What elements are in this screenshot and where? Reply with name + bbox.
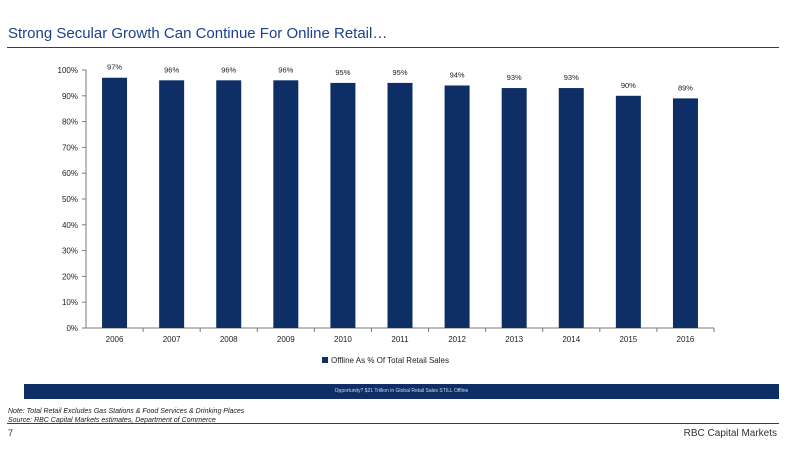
bar: [102, 77, 128, 329]
x-tick-label: 2012: [448, 335, 466, 344]
x-tick-label: 2010: [334, 335, 352, 344]
y-tick-label: 100%: [58, 66, 78, 75]
y-tick-label: 0%: [66, 324, 78, 333]
data-label: 93%: [564, 73, 579, 82]
data-label: 94%: [450, 70, 465, 79]
page-number: 7: [8, 428, 14, 438]
y-tick-label: 40%: [62, 221, 78, 230]
title-divider: [7, 47, 779, 48]
y-tick-label: 20%: [62, 272, 78, 281]
y-tick-label: 90%: [62, 92, 78, 101]
bar: [387, 82, 413, 329]
y-tick-label: 60%: [62, 169, 78, 178]
x-tick-label: 2016: [677, 335, 695, 344]
y-tick-label: 50%: [62, 195, 78, 204]
bar-chart: 0% 10% 20% 30% 40% 50% 60% 70% 80% 90% 100% 97% 2006…: [58, 63, 715, 365]
data-label: 95%: [335, 68, 350, 77]
bar: [501, 88, 527, 328]
bar: [558, 88, 584, 328]
footnotes: Note: Total Retail Excludes Gas Stations…: [8, 407, 244, 425]
bar: [444, 85, 470, 328]
data-label: 93%: [507, 73, 522, 82]
x-tick-label: 2013: [505, 335, 523, 344]
data-label: 89%: [678, 83, 693, 92]
x-tick-label: 2014: [562, 335, 580, 344]
data-label: 97%: [107, 63, 122, 72]
data-label: 90%: [621, 81, 636, 90]
x-tick-label: 2009: [277, 335, 295, 344]
data-label: 96%: [164, 65, 179, 74]
legend-label: Offline As % Of Total Retail Sales: [331, 356, 449, 365]
banner: Opportunity? $21 Trillion in Global Reta…: [24, 384, 779, 399]
footer-divider: [7, 423, 779, 424]
data-label: 95%: [392, 68, 407, 77]
y-tick-label: 30%: [62, 247, 78, 256]
bar: [672, 98, 698, 328]
x-tick-label: 2011: [391, 335, 409, 344]
data-label: 96%: [278, 65, 293, 74]
bar: [159, 80, 185, 328]
slide-title: Strong Secular Growth Can Continue For O…: [8, 25, 388, 42]
bar: [330, 82, 356, 329]
x-tick-label: 2006: [106, 335, 124, 344]
legend-swatch: [322, 357, 328, 363]
x-tick-label: 2007: [163, 335, 181, 344]
y-tick-label: 10%: [62, 298, 78, 307]
x-tick-label: 2015: [619, 335, 637, 344]
brand-name: RBC Capital Markets: [683, 428, 777, 439]
footnote-note: Note: Total Retail Excludes Gas Stations…: [8, 408, 245, 415]
bar: [615, 95, 641, 328]
y-tick-label: 70%: [62, 143, 78, 152]
y-tick-label: 80%: [62, 118, 78, 127]
footnote-source: Source: RBC Capital Markets estimates, D…: [8, 417, 216, 424]
x-tick-label: 2008: [220, 335, 238, 344]
bar: [273, 80, 299, 328]
bar: [216, 80, 242, 328]
data-label: 96%: [221, 65, 236, 74]
